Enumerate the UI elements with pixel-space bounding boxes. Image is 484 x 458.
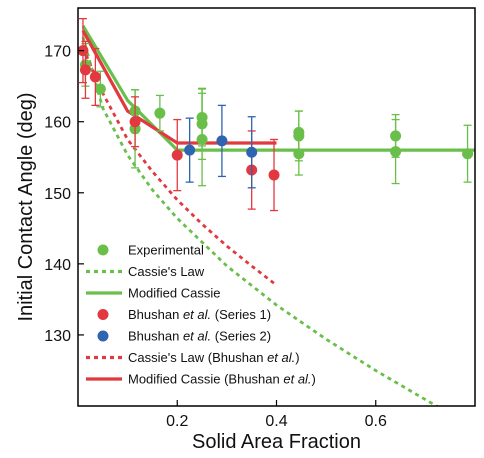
- legend-label: Cassie's Law (Bhushan et al.): [128, 350, 300, 365]
- data-point: [462, 148, 474, 160]
- data-point: [79, 64, 91, 76]
- series-line: [81, 29, 277, 145]
- legend-label-part: ): [312, 372, 316, 387]
- y-tick-label: 140: [44, 257, 71, 274]
- legend-label-part: et al.: [183, 329, 211, 344]
- data-point: [246, 146, 258, 158]
- legend-entry: Experimental: [97, 243, 204, 258]
- legend-entry: Bhushan et al. (Series 1): [97, 307, 271, 322]
- x-tick-label: 0.2: [166, 413, 188, 430]
- axes-frame: [77, 7, 476, 407]
- data-point: [216, 135, 228, 147]
- legend-entry: Modified Cassie: [86, 286, 221, 301]
- legend-label-part: Modified Cassie: [128, 286, 221, 301]
- series-line: [81, 47, 278, 287]
- legend-label: Cassie's Law: [128, 264, 205, 279]
- legend-entry: Modified Cassie (Bhushan et al.): [86, 372, 316, 387]
- legend-label-part: et al.: [267, 350, 295, 365]
- legend: Experimental Cassie's Law Modified Cassie B…: [86, 243, 316, 387]
- legend-label-part: (Series 1): [211, 307, 271, 322]
- legend-label-part: Bhushan: [128, 307, 183, 322]
- y-tick-label: 170: [44, 44, 71, 61]
- data-point: [89, 71, 101, 83]
- legend-dot: [97, 330, 109, 342]
- data-point: [184, 144, 196, 156]
- legend-label-part: Bhushan: [128, 329, 183, 344]
- data-point: [94, 83, 106, 95]
- legend-label-part: et al.: [183, 307, 211, 322]
- data-point: [171, 149, 183, 161]
- legend-entry: Cassie's Law (Bhushan et al.): [86, 350, 300, 365]
- legend-dot: [97, 244, 109, 256]
- legend-label: Bhushan et al. (Series 1): [128, 307, 271, 322]
- data-point: [196, 111, 208, 123]
- point-series: [184, 104, 258, 189]
- legend-label-part: Modified Cassie (Bhushan: [128, 372, 283, 387]
- legend-label-part: (Series 2): [211, 329, 271, 344]
- y-tick-label: 160: [44, 115, 71, 132]
- x-tick-label: 0.4: [265, 413, 287, 430]
- data-point: [293, 126, 305, 138]
- data-point: [268, 169, 280, 181]
- legend-dot: [97, 309, 109, 320]
- legend-label: Modified Cassie (Bhushan et al.): [128, 372, 316, 387]
- legend-label-part: et al.: [283, 372, 311, 387]
- y-axis-title: Initial Contact Angle (deg): [15, 92, 37, 321]
- axis-ticks: 0.2 0.4 0.6 130 140 150 160 170: [44, 44, 387, 430]
- x-tick-label: 0.6: [365, 413, 387, 430]
- legend-label-part: Cassie's Law (Bhushan: [128, 350, 267, 365]
- legend-label: Experimental: [128, 243, 204, 258]
- series-line: [81, 24, 475, 152]
- legend-label-part: Cassie's Law: [128, 264, 205, 279]
- legend-label-part: Experimental: [128, 243, 204, 258]
- data-point: [390, 130, 402, 142]
- x-axis-title: Solid Area Fraction: [192, 431, 361, 453]
- legend-label: Bhushan et al. (Series 2): [128, 329, 271, 344]
- data-point: [129, 116, 141, 128]
- data-point: [154, 107, 166, 119]
- legend-label-part: ): [295, 350, 299, 365]
- y-tick-label: 130: [44, 328, 71, 345]
- legend-entry: Bhushan et al. (Series 2): [97, 329, 271, 344]
- legend-entry: Cassie's Law: [86, 264, 205, 279]
- y-tick-label: 150: [44, 186, 71, 203]
- point-series: [79, 42, 474, 187]
- legend-label: Modified Cassie: [128, 286, 221, 301]
- plot-points: [77, 18, 474, 212]
